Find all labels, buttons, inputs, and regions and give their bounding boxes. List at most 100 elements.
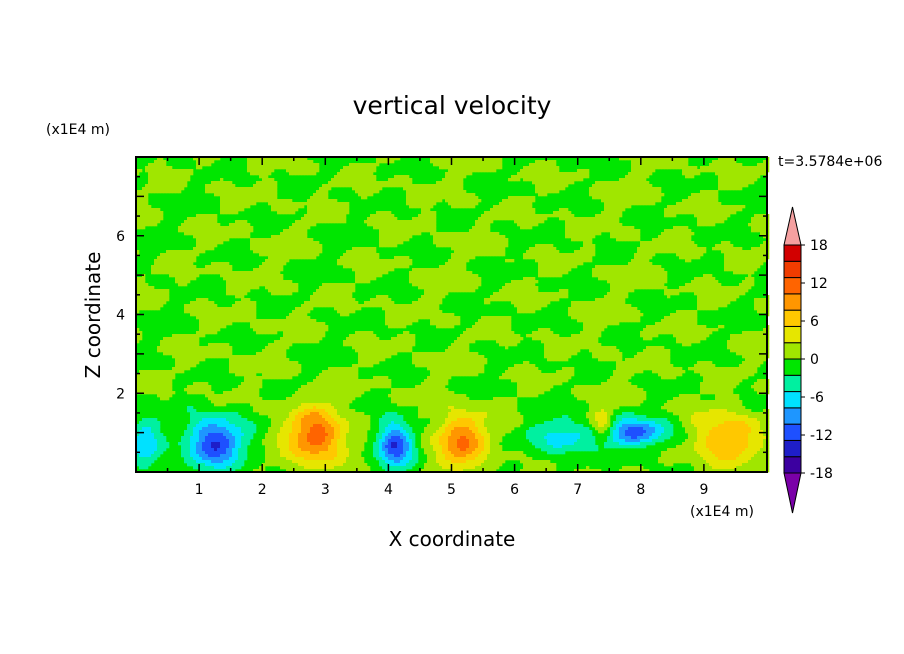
field-cell [283,286,287,290]
field-cell [694,208,698,212]
field-cell [169,166,173,170]
field-cell [553,172,557,176]
field-cell [640,172,644,176]
field-cell [646,184,650,188]
field-cell [706,274,710,278]
field-cell [547,295,551,299]
field-cell [631,271,635,275]
field-cell [739,169,743,173]
field-cell [562,208,566,212]
field-cell [229,226,233,230]
field-cell [748,172,752,176]
field-cell [412,187,416,191]
field-cell [280,262,284,266]
field-cell [616,274,620,278]
field-cell [394,241,398,245]
field-cell [229,265,233,269]
field-cell [154,178,158,182]
field-cell [226,286,230,290]
field-cell [580,235,584,239]
field-cell [196,217,200,221]
field-cell [487,163,491,167]
field-cell [295,286,299,290]
field-cell [685,241,689,245]
field-cell [286,289,290,293]
field-cell [541,295,545,299]
field-cell [439,286,443,290]
field-cell [163,256,167,260]
field-cell [736,205,740,209]
field-cell [466,235,470,239]
field-cell [352,289,356,293]
field-cell [436,283,440,287]
field-cell [346,211,350,215]
field-cell [640,241,644,245]
field-cell [499,292,503,296]
field-cell [685,250,689,254]
field-cell [520,211,524,215]
field-cell [649,163,653,167]
field-cell [643,175,647,179]
field-cell [424,223,428,227]
field-cell [697,289,701,293]
field-cell [307,208,311,212]
field-cell [631,226,635,230]
field-cell [562,259,566,263]
field-cell [247,193,251,197]
field-cell [463,232,467,236]
field-cell [526,205,530,209]
field-cell [211,268,215,272]
field-cell [148,181,152,185]
field-cell [385,157,389,161]
field-cell [691,232,695,236]
field-cell [709,208,713,212]
field-cell [613,268,617,272]
field-cell [184,232,188,236]
field-cell [460,232,464,236]
field-cell [235,235,239,239]
field-cell [556,214,560,218]
field-cell [448,166,452,170]
field-cell [154,175,158,179]
field-cell [493,244,497,248]
field-cell [169,256,173,260]
field-cell [526,214,530,218]
field-cell [634,181,638,185]
field-cell [505,208,509,212]
field-cell [484,232,488,236]
field-cell [760,217,764,221]
field-cell [541,220,545,224]
field-cell [451,160,455,164]
field-cell [679,208,683,212]
field-cell [436,298,440,302]
field-cell [730,187,734,191]
field-cell [745,289,749,293]
field-cell [643,283,647,287]
field-cell [682,208,686,212]
field-cell [625,274,629,278]
field-cell [601,181,605,185]
field-cell [604,229,608,233]
field-cell [415,199,419,203]
field-cell [628,229,632,233]
field-cell [652,244,656,248]
field-cell [472,256,476,260]
field-cell [448,265,452,269]
field-cell [466,238,470,242]
field-cell [625,268,629,272]
field-cell [640,178,644,182]
field-cell [529,217,533,221]
field-cell [187,220,191,224]
field-cell [337,214,341,218]
field-cell [517,295,521,299]
field-cell [433,226,437,230]
field-cell [262,157,266,161]
field-cell [136,220,140,224]
field-cell [634,280,638,284]
field-cell [301,241,305,245]
field-cell [385,262,389,266]
field-cell [610,286,614,290]
field-cell [589,223,593,227]
field-cell [439,241,443,245]
field-cell [631,289,635,293]
